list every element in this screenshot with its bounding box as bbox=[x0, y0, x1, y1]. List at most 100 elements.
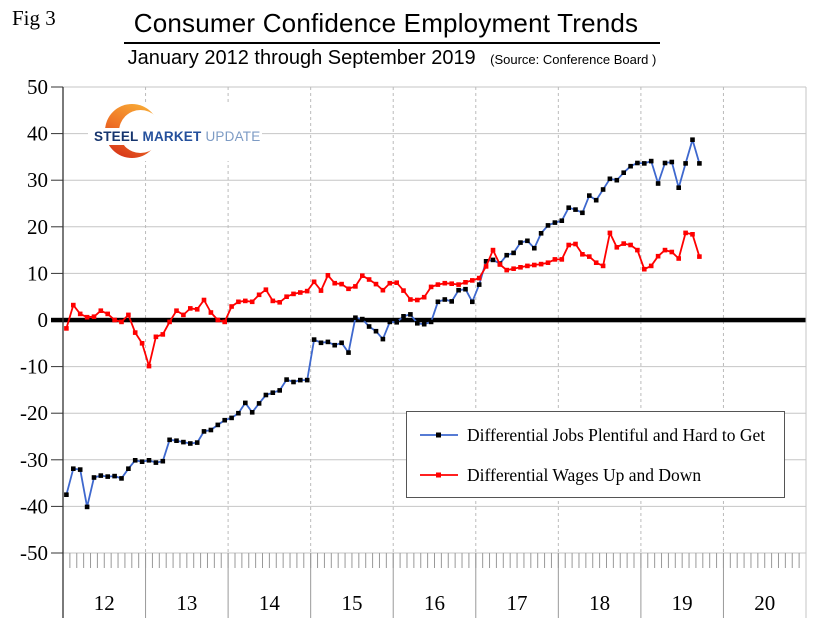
series-wages-marker bbox=[318, 288, 324, 293]
svg-text:20: 20 bbox=[27, 215, 48, 239]
series-jobs-marker bbox=[662, 160, 668, 166]
series-jobs-marker bbox=[483, 259, 489, 264]
series-wages-marker bbox=[270, 298, 276, 304]
svg-text:-30: -30 bbox=[20, 448, 48, 472]
svg-text:20: 20 bbox=[754, 591, 775, 615]
series-wages-marker bbox=[648, 263, 654, 269]
series-wages-marker bbox=[655, 253, 661, 259]
series-jobs-marker bbox=[566, 205, 571, 210]
series-wages-marker bbox=[697, 254, 702, 259]
series-jobs-marker bbox=[648, 158, 654, 164]
series-jobs-marker bbox=[277, 388, 282, 393]
series-jobs-marker bbox=[201, 429, 207, 434]
series-jobs-marker bbox=[270, 390, 276, 395]
series-wages-marker bbox=[415, 297, 420, 303]
legend-item-jobs: Differential Jobs Plentiful and Hard to … bbox=[420, 424, 765, 446]
series-jobs-marker bbox=[126, 466, 131, 471]
series-jobs-marker bbox=[642, 161, 647, 166]
series-jobs-marker bbox=[311, 337, 317, 342]
series-jobs-marker bbox=[676, 185, 681, 190]
series-wages-marker bbox=[346, 286, 351, 292]
series-wages-marker bbox=[628, 242, 633, 248]
series-wages-marker bbox=[360, 273, 365, 278]
series-jobs-marker bbox=[490, 257, 496, 263]
svg-text:-50: -50 bbox=[20, 541, 48, 565]
series-jobs-marker bbox=[628, 163, 633, 169]
series-jobs-marker bbox=[614, 177, 620, 183]
series-jobs-marker bbox=[373, 328, 379, 334]
series-wages-marker bbox=[690, 232, 695, 237]
series-wages-marker bbox=[64, 326, 69, 331]
y-axis-ticks bbox=[51, 86, 63, 554]
series-wages-marker bbox=[112, 317, 117, 323]
series-jobs-marker bbox=[511, 250, 516, 256]
series-wages-marker bbox=[401, 288, 406, 293]
series-wages-marker bbox=[483, 264, 489, 269]
series-wages-marker bbox=[428, 284, 434, 290]
series-jobs-marker bbox=[545, 223, 551, 228]
series-jobs-marker bbox=[669, 159, 675, 165]
svg-text:-40: -40 bbox=[20, 494, 48, 518]
x-axis-month-ticks bbox=[62, 553, 807, 568]
series-jobs-marker bbox=[538, 231, 544, 236]
series-wages-marker bbox=[71, 302, 76, 308]
svg-text:30: 30 bbox=[27, 168, 48, 192]
series-wages-marker bbox=[98, 308, 104, 313]
svg-text:16: 16 bbox=[424, 591, 445, 615]
series-wages-marker bbox=[298, 290, 303, 295]
series-wages-marker bbox=[153, 334, 159, 340]
series-jobs-marker bbox=[263, 392, 269, 398]
svg-text:13: 13 bbox=[176, 591, 197, 615]
series-wages-marker bbox=[600, 263, 606, 269]
series-wages-marker bbox=[139, 341, 145, 346]
series-jobs-marker bbox=[132, 458, 138, 463]
series-wages-marker bbox=[222, 319, 227, 325]
series-wages-marker bbox=[373, 281, 379, 287]
logo-word-steel: STEEL bbox=[94, 129, 139, 144]
chart-subtitle: January 2012 through September 2019 bbox=[127, 47, 476, 69]
legend-label-wages: Differential Wages Up and Down bbox=[467, 464, 702, 485]
svg-text:17: 17 bbox=[507, 591, 528, 615]
series-wages-marker bbox=[188, 306, 193, 311]
series-wages-marker bbox=[208, 310, 214, 315]
series-wages-marker bbox=[311, 279, 317, 285]
series-wages-marker bbox=[160, 332, 166, 337]
series-jobs-marker bbox=[119, 476, 124, 481]
series-jobs-marker bbox=[160, 458, 166, 464]
series-wages-marker bbox=[518, 265, 523, 270]
series-jobs-marker bbox=[435, 299, 441, 305]
svg-text:-20: -20 bbox=[20, 401, 48, 425]
series-wages-marker bbox=[511, 266, 516, 271]
series-wages-marker bbox=[683, 230, 688, 236]
series-jobs-marker bbox=[683, 161, 688, 166]
series-jobs-marker bbox=[332, 342, 337, 348]
series-wages-marker bbox=[545, 260, 551, 265]
series-wages-marker bbox=[84, 314, 90, 320]
legend-item-wages: Differential Wages Up and Down bbox=[420, 464, 701, 486]
chart-title: Consumer Confidence Employment Trends bbox=[123, 8, 661, 44]
series-wages-marker bbox=[435, 282, 441, 287]
series-jobs-marker bbox=[249, 410, 255, 415]
series-wages-line bbox=[65, 231, 701, 368]
series-jobs-marker bbox=[401, 314, 406, 319]
logo-word-market: MARKET bbox=[142, 129, 202, 144]
svg-text:0: 0 bbox=[38, 308, 49, 332]
series-wages-marker bbox=[236, 299, 241, 305]
series-wages-marker bbox=[532, 262, 537, 268]
svg-text:15: 15 bbox=[341, 591, 362, 615]
series-wages-marker bbox=[215, 317, 221, 323]
series-wages-marker bbox=[387, 280, 393, 286]
svg-text:50: 50 bbox=[27, 75, 48, 99]
svg-text:10: 10 bbox=[27, 261, 48, 285]
series-wages-marker bbox=[146, 363, 152, 369]
legend-label-jobs: Differential Jobs Plentiful and Hard to … bbox=[467, 424, 766, 445]
series-jobs-marker bbox=[188, 441, 193, 446]
series-wages-marker bbox=[642, 266, 647, 272]
series-jobs-marker bbox=[298, 377, 303, 383]
series-wages-marker bbox=[394, 280, 399, 285]
x-axis-year-separators bbox=[145, 553, 724, 618]
series-wages-marker bbox=[174, 308, 179, 313]
x-axis-year-labels: 12 13 14 15 16 17 18 19 20 bbox=[94, 591, 775, 615]
series-wages-marker bbox=[573, 241, 578, 247]
